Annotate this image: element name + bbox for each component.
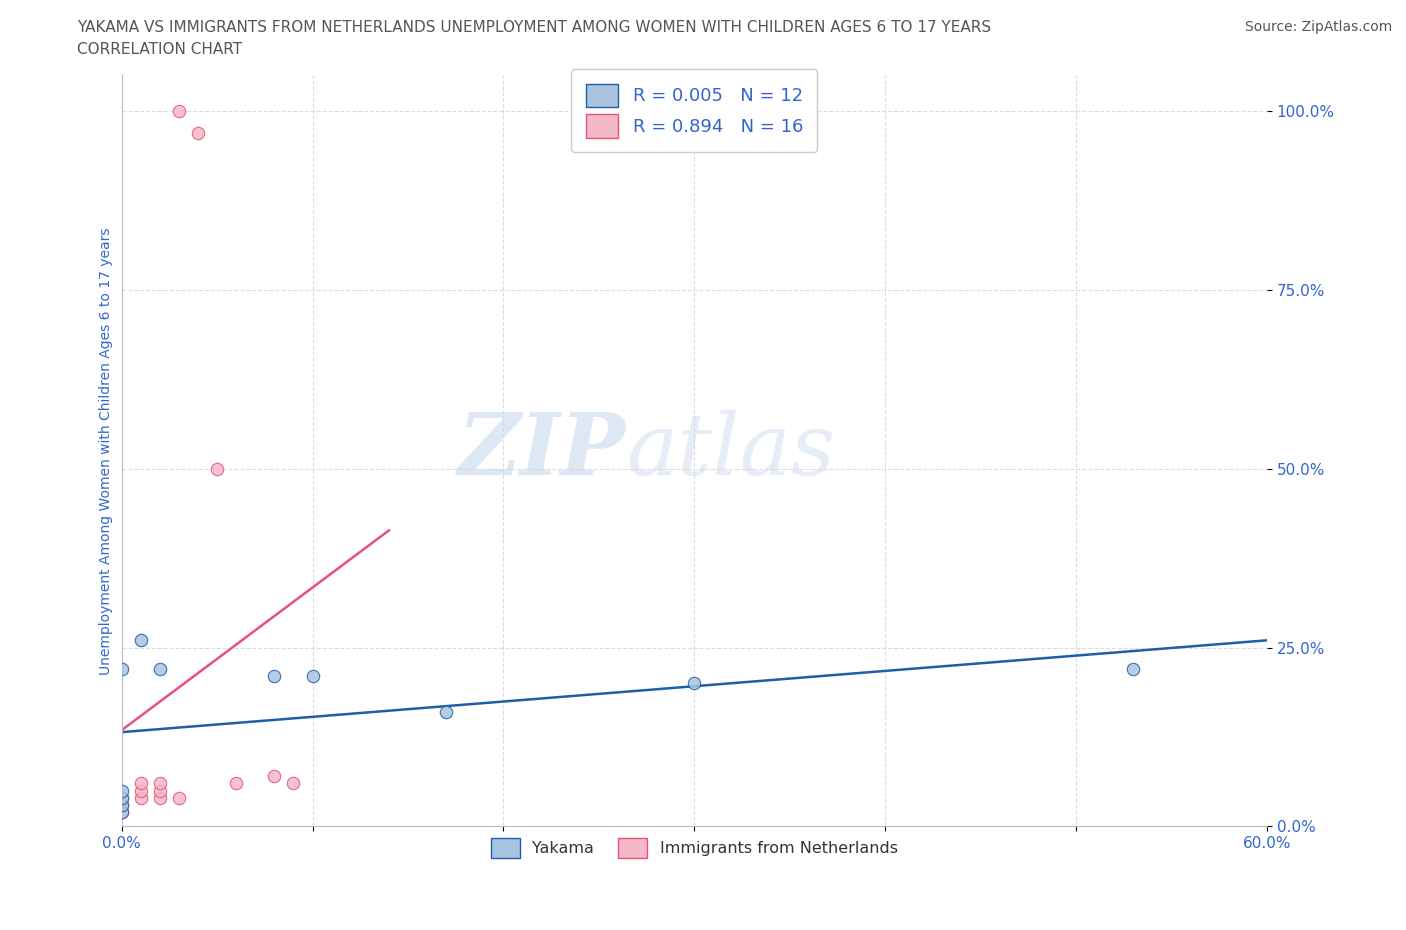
Text: YAKAMA VS IMMIGRANTS FROM NETHERLANDS UNEMPLOYMENT AMONG WOMEN WITH CHILDREN AGE: YAKAMA VS IMMIGRANTS FROM NETHERLANDS UN… [77,20,991,35]
Text: atlas: atlas [626,409,835,492]
Point [129,783,152,798]
Point [111,804,134,819]
Point [167,790,190,805]
Point [149,790,172,805]
Point [111,797,134,812]
Point [205,461,228,476]
Text: CORRELATION CHART: CORRELATION CHART [77,42,242,57]
Y-axis label: Unemployment Among Women with Children Ages 6 to 17 years: Unemployment Among Women with Children A… [100,227,114,674]
Point [111,797,134,812]
Text: ZIP: ZIP [458,409,626,493]
Text: Source: ZipAtlas.com: Source: ZipAtlas.com [1244,20,1392,34]
Point [111,804,134,819]
Point [225,776,247,790]
Point [167,104,190,119]
Point [187,126,209,140]
Legend: Yakama, Immigrants from Netherlands: Yakama, Immigrants from Netherlands [478,825,911,870]
Point [263,769,285,784]
Point [149,661,172,676]
Point [129,633,152,648]
Point [129,790,152,805]
Point [301,669,323,684]
Point [111,790,134,805]
Point [149,776,172,790]
Point [149,783,172,798]
Point [111,783,134,798]
Point [683,676,706,691]
Point [263,669,285,684]
Point [1122,661,1144,676]
Point [283,776,305,790]
Point [111,661,134,676]
Point [129,776,152,790]
Point [434,705,457,720]
Point [111,790,134,805]
